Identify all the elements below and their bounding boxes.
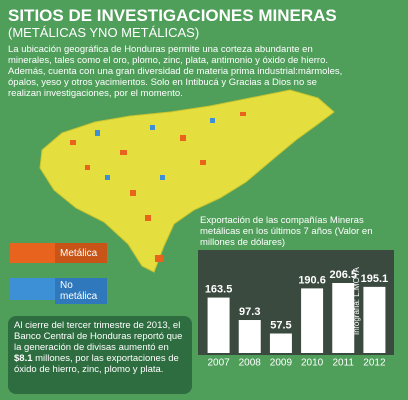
value-label: 57.5 [270,319,291,331]
x-tick-label: 2007 [207,358,230,369]
value-label: 190.6 [298,274,326,286]
subtitle: (METÁLICAS YNO METÁLICAS) [8,25,200,40]
map-honduras [39,89,335,273]
value-label: 163.5 [205,283,233,295]
bar [269,333,292,353]
value-label: 97.3 [239,306,260,318]
legend-swatch [10,243,55,263]
note-box [8,316,192,394]
legend-label: No metálica [60,280,98,302]
credit: Infografía: L.MOYA [352,267,361,335]
x-tick-label: 2010 [301,358,324,369]
value-label: 195.1 [361,273,389,285]
note-text: millones, por las exportaciones de óxido… [14,353,179,375]
map-sites [70,112,246,262]
bar [238,320,261,353]
bar [363,286,386,353]
chart-title: Exportación de las compañías Mineras met… [200,215,400,248]
legend-label-bg [55,243,107,263]
chart-title-text: Exportación de las compañías Mineras met… [200,215,364,237]
legend-label: Metálica [60,248,98,259]
bar [332,283,355,353]
value-label: 206.5 [329,269,357,281]
x-tick-label: 2009 [270,358,293,369]
note-amount: $8.1 [14,353,33,364]
x-tick-label: 2011 [332,358,354,369]
note-text: Al cierre del tercer trimestre de 2013, … [14,320,183,353]
chart-background [198,250,394,355]
bar [301,288,324,353]
legend-label-bg [55,278,107,304]
title: SITIOS DE INVESTIGACIONES MINERAS [8,6,337,25]
intro: La ubicación geográfica de Honduras perm… [8,44,343,99]
x-tick-label: 2012 [363,358,386,369]
note: Al cierre del tercer trimestre de 2013, … [14,320,188,375]
bar [207,297,230,353]
chart-subtitle: (Valor en millones de dólares) [200,226,373,248]
x-tick-label: 2008 [239,358,262,369]
legend-swatch [10,278,55,300]
